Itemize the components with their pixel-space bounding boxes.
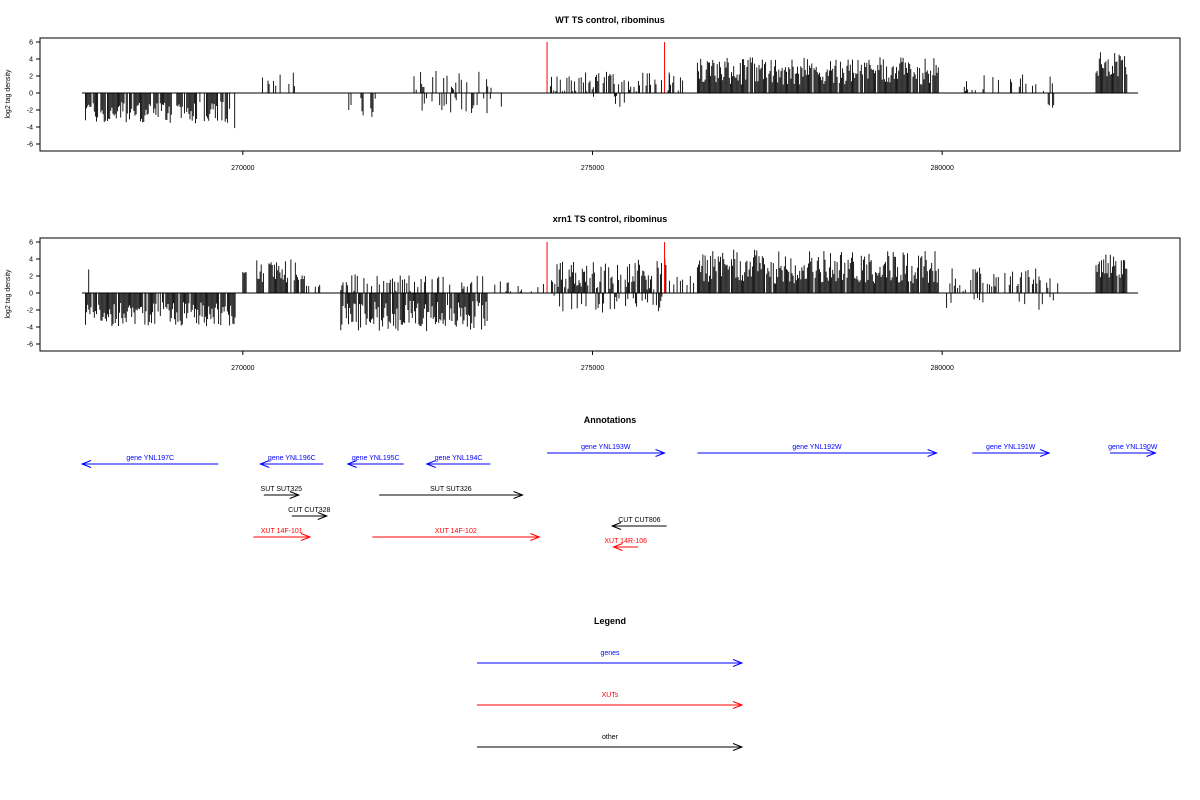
annotation-arrowhead <box>927 449 938 457</box>
annotation-label: XUT 14R-106 <box>604 538 647 545</box>
annotation-feature: gene YNL192W <box>697 444 938 457</box>
annotation-feature: XUT 14F-102 <box>372 528 541 541</box>
annotation-feature: XUT 14R-106 <box>604 538 647 551</box>
annotation-arrowhead <box>1146 449 1157 457</box>
y-tick-label: -6 <box>27 142 33 149</box>
panel-xrn1-ylabel: log2 tag density <box>5 269 12 319</box>
annotation-arrowhead <box>300 533 312 541</box>
annotation-arrowhead <box>80 460 92 468</box>
annotation-arrowhead <box>655 449 666 457</box>
annotation-arrowhead <box>289 491 301 499</box>
annotation-label: gene YNL193W <box>581 444 631 451</box>
annotation-label: XUT 14F-102 <box>435 528 477 535</box>
annotation-feature: gene YNL195C <box>346 455 404 468</box>
annotation-label: gene YNL194C <box>435 455 483 462</box>
legend-item: genes <box>477 650 744 667</box>
panel-xrn1: xrn1 TS control, ribominus log2 tag dens… <box>5 214 1181 372</box>
annotations-title: Annotations <box>584 415 637 425</box>
panel-wt-ylabel: log2 tag density <box>5 69 12 119</box>
x-tick-label: 280000 <box>931 365 954 372</box>
annotation-feature: gene YNL196C <box>258 455 324 468</box>
y-tick-label: 0 <box>29 91 33 98</box>
y-tick-label: -2 <box>27 308 33 315</box>
annotation-label: SUT SUT326 <box>430 486 472 493</box>
y-tick-label: -2 <box>27 108 33 115</box>
annotation-arrowhead <box>612 543 623 551</box>
annotation-arrowhead <box>610 522 622 530</box>
y-tick-label: 0 <box>29 291 33 298</box>
x-tick-label: 275000 <box>581 365 604 372</box>
annotations-panel: Annotations gene YNL197C gene YNL196C gene… <box>80 415 1158 551</box>
panel-xrn1-yaxis: -6 -4 -2 0 2 4 6 <box>27 240 40 349</box>
panel-xrn1-title: xrn1 TS control, ribominus <box>553 214 668 224</box>
legend-item: XUTs <box>477 692 744 709</box>
panel-wt-frame <box>39 37 1181 152</box>
annotation-arrowhead <box>1040 449 1051 457</box>
y-tick-label: -4 <box>27 325 33 332</box>
y-tick-label: 2 <box>29 274 33 281</box>
panel-wt-bars <box>85 42 1128 129</box>
annotation-feature: gene YNL197C <box>80 455 219 468</box>
y-tick-label: 6 <box>29 240 33 247</box>
annotation-tracks: gene YNL197C gene YNL196C gene YNL195C gene… <box>80 444 1158 551</box>
annotation-feature: gene YNL193W <box>547 444 666 457</box>
panel-xrn1-xaxis: 270000 275000 280000 <box>231 351 954 372</box>
panel-wt-yaxis: -6 -4 -2 0 2 4 6 <box>27 40 40 149</box>
annotation-label: SUT SUT325 <box>261 486 303 493</box>
annotation-arrowhead <box>258 460 270 468</box>
annotation-feature: SUT SUT326 <box>379 486 524 499</box>
annotation-label: gene YNL192W <box>792 444 842 451</box>
y-tick-label: -6 <box>27 342 33 349</box>
annotation-label: gene YNL195C <box>352 455 400 462</box>
annotation-feature: gene YNL191W <box>972 444 1051 457</box>
annotation-arrowhead <box>530 533 541 541</box>
panel-xrn1-bars <box>85 242 1128 332</box>
panel-wt: WT TS control, ribominus log2 tag densit… <box>5 15 1181 172</box>
annotation-arrowhead <box>513 491 524 499</box>
annotation-arrowhead <box>346 460 357 468</box>
annotation-arrowhead <box>425 460 436 468</box>
annotation-feature: CUT CUT328 <box>288 507 331 520</box>
y-tick-label: 6 <box>29 40 33 47</box>
y-tick-label: -4 <box>27 125 33 132</box>
annotation-label: XUT 14F-101 <box>261 528 303 535</box>
legend-item: other <box>477 734 744 751</box>
panel-xrn1-frame <box>39 237 1181 352</box>
x-tick-label: 270000 <box>231 165 254 172</box>
x-tick-label: 280000 <box>931 165 954 172</box>
annotation-label: gene YNL190W <box>1108 444 1158 451</box>
legend-arrowhead <box>732 701 744 709</box>
annotation-label: gene YNL191W <box>986 444 1036 451</box>
annotation-label: CUT CUT328 <box>288 507 330 514</box>
annotation-feature: XUT 14F-101 <box>253 528 312 541</box>
legend-label: other <box>602 734 619 741</box>
annotation-arrowhead <box>317 512 329 520</box>
legend-label: genes <box>600 650 620 657</box>
x-tick-label: 275000 <box>581 165 604 172</box>
legend-panel: Legend genes XUTs other <box>477 616 744 751</box>
panel-wt-title: WT TS control, ribominus <box>555 15 665 25</box>
annotation-feature: CUT CUT806 <box>610 517 667 530</box>
legend-items: genes XUTs other <box>477 650 744 751</box>
legend-title: Legend <box>594 616 626 626</box>
annotation-label: CUT CUT806 <box>618 517 660 524</box>
annotation-label: gene YNL197C <box>126 455 174 462</box>
x-tick-label: 270000 <box>231 365 254 372</box>
y-tick-label: 2 <box>29 74 33 81</box>
y-tick-label: 4 <box>29 57 33 64</box>
panel-wt-xaxis: 270000 275000 280000 <box>231 151 954 172</box>
legend-label: XUTs <box>602 692 619 699</box>
annotation-label: gene YNL196C <box>268 455 316 462</box>
y-tick-label: 4 <box>29 257 33 264</box>
annotation-feature: gene YNL190W <box>1108 444 1158 457</box>
annotation-feature: gene YNL194C <box>425 455 491 468</box>
legend-arrowhead <box>732 743 744 751</box>
annotation-feature: SUT SUT325 <box>261 486 303 499</box>
legend-arrowhead <box>732 659 744 667</box>
